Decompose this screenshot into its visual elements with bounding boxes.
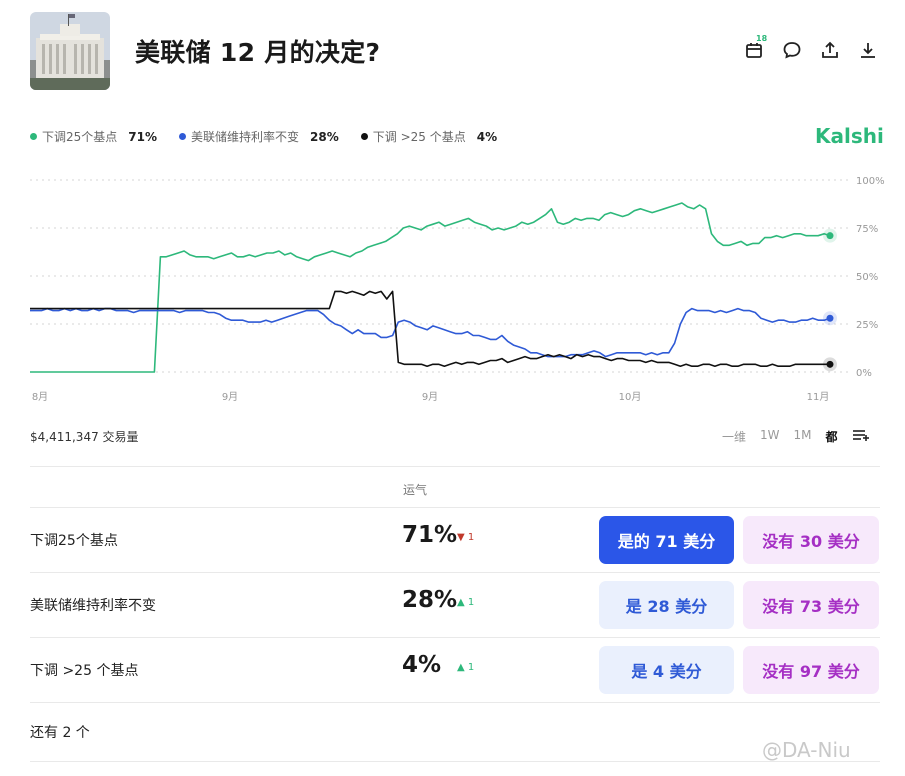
- x-tick-label: 8月: [32, 391, 48, 403]
- chart-settings-icon[interactable]: [852, 428, 870, 442]
- legend-dot: [30, 133, 37, 140]
- outcome-delta-value: 1: [467, 532, 475, 543]
- divider: [30, 637, 880, 638]
- event-thumbnail: [30, 12, 110, 90]
- calendar-icon: [746, 43, 762, 58]
- divider: [30, 466, 880, 467]
- legend-label: 下调25个基点: [42, 130, 118, 144]
- download-button[interactable]: [858, 40, 878, 60]
- range-tab-1d[interactable]: 一维: [722, 430, 747, 444]
- y-tick-label: 75%: [856, 224, 878, 235]
- outcome-name: 下调 >25 个基点: [30, 663, 139, 679]
- legend-pct: 28%: [310, 129, 339, 144]
- outcome-name: 美联储维持利率不变: [30, 598, 156, 614]
- buy-no-button[interactable]: 没有 97 美分: [743, 646, 879, 694]
- brand-logo[interactable]: Kalshi: [815, 124, 884, 148]
- range-tab-all[interactable]: 都: [825, 430, 838, 444]
- calendar-badge: 18: [756, 34, 768, 43]
- y-tick-label: 25%: [856, 320, 878, 331]
- legend-item[interactable]: 下调 >25 个基点 4%: [360, 128, 498, 145]
- calendar-button[interactable]: 18: [744, 34, 767, 60]
- divider: [30, 702, 880, 703]
- buy-yes-button[interactable]: 是 4 美分: [599, 646, 734, 694]
- legend-label: 下调 >25 个基点: [372, 130, 466, 144]
- series-end-point: [826, 314, 834, 322]
- x-tick-label: 9月: [222, 391, 238, 403]
- column-header-chance: 运气: [403, 483, 428, 497]
- y-tick-label: 100%: [856, 176, 885, 187]
- divider: [30, 507, 880, 508]
- legend-label: 美联储维持利率不变: [191, 130, 300, 144]
- x-tick-label: 9月: [422, 391, 438, 403]
- outcome-row: 下调 >25 个基点 4% ▲ 1 是 4 美分 没有 97 美分: [30, 638, 880, 702]
- outcome-row: 下调25个基点 71% ▼ 1 是的 71 美分 没有 30 美分: [30, 508, 880, 572]
- outcome-chance: 28%: [402, 587, 458, 613]
- legend-item[interactable]: 下调25个基点 71%: [30, 128, 157, 145]
- buy-yes-button[interactable]: 是的 71 美分: [599, 516, 734, 564]
- buy-no-button[interactable]: 没有 30 美分: [743, 516, 879, 564]
- watermark: @DA-Niu: [762, 738, 851, 762]
- y-tick-label: 0%: [856, 368, 872, 379]
- share-icon: [822, 41, 838, 58]
- outcome-delta-up: ▲ 1: [457, 597, 475, 608]
- legend-pct: 71%: [128, 129, 158, 144]
- legend-pct: 4%: [476, 129, 498, 144]
- legend-item[interactable]: 美联储维持利率不变 28%: [179, 128, 339, 145]
- y-tick-label: 50%: [856, 272, 878, 283]
- divider: [30, 572, 880, 573]
- comment-icon: [783, 42, 801, 59]
- comment-button[interactable]: [782, 40, 802, 60]
- outcome-delta-value: 1: [467, 662, 475, 673]
- outcome-chance: 4%: [402, 652, 442, 678]
- trading-volume: $4,411,347 交易量: [30, 430, 139, 444]
- buy-yes-button[interactable]: 是 28 美分: [599, 581, 734, 629]
- series-end-point: [826, 232, 834, 240]
- x-tick-label: 10月: [619, 391, 642, 403]
- outcome-row: 美联储维持利率不变 28% ▲ 1 是 28 美分 没有 73 美分: [30, 573, 880, 637]
- series-line: [30, 290, 830, 367]
- legend-dot: [179, 133, 187, 140]
- price-history-chart[interactable]: 100% 75% 50% 25% 0% 8月 9月 9月 10月 11月: [0, 165, 905, 410]
- outcome-delta-down: ▼ 1: [457, 532, 475, 543]
- series-line: [30, 307, 831, 358]
- outcome-delta-value: 1: [467, 597, 475, 608]
- legend-dot: [360, 133, 368, 140]
- x-tick-label: 11月: [807, 391, 830, 403]
- share-button[interactable]: [820, 40, 840, 60]
- download-icon: [861, 43, 875, 58]
- range-tab-1m[interactable]: 1M: [793, 428, 812, 442]
- outcome-name: 下调25个基点: [30, 533, 118, 549]
- header-actions: 18: [744, 34, 878, 60]
- buy-no-button[interactable]: 没有 73 美分: [743, 581, 879, 629]
- chart-legend: 下调25个基点 71% 美联储维持利率不变 28% 下调 >25 个基点 4%: [30, 128, 497, 145]
- range-tab-1w[interactable]: 1W: [760, 428, 780, 442]
- series-line: [30, 202, 831, 373]
- range-selector: 一维 1W 1M 都: [722, 428, 870, 445]
- series-end-point: [826, 360, 834, 368]
- divider: [30, 761, 880, 762]
- outcome-chance: 71%: [402, 522, 458, 548]
- more-outcomes-link[interactable]: 还有 2 个: [30, 725, 90, 741]
- page-title: 美联储 12 月的决定?: [135, 38, 381, 67]
- outcome-delta-up: ▲ 1: [457, 662, 475, 673]
